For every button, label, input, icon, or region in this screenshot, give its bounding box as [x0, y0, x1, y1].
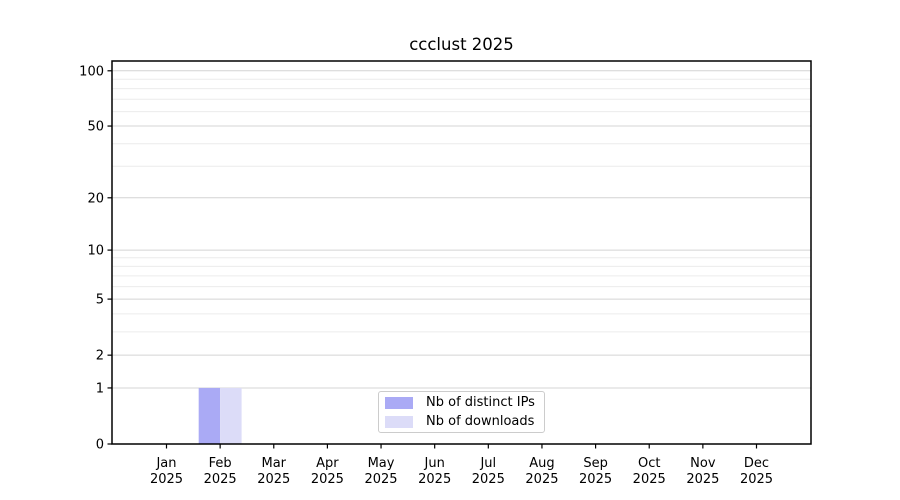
series-downloads [220, 387, 242, 444]
bar-feb-distinct-ips [198, 387, 221, 444]
x-tick-label-year: 2025 [633, 472, 666, 487]
x-tick-label-year: 2025 [204, 472, 237, 487]
x-tick-label-month: Aug [529, 456, 554, 471]
x-tick-label-year: 2025 [686, 472, 719, 487]
x-tick-label-year: 2025 [150, 472, 183, 487]
x-tick-label-month: Mar [262, 456, 287, 471]
major-gridlines [112, 70, 811, 389]
legend-swatch-distinct-ips [385, 396, 413, 409]
legend-swatch-downloads [385, 415, 413, 428]
x-tick-label-month: Jan [155, 456, 176, 471]
legend: Nb of distinct IPs Nb of downloads [378, 391, 545, 433]
y-tick-label: 50 [87, 120, 104, 135]
legend-label-downloads: Nb of downloads [426, 413, 535, 429]
x-tick-label-year: 2025 [311, 472, 344, 487]
y-tick-label: 10 [87, 244, 104, 259]
x-tick-label-month: Oct [638, 456, 660, 471]
plot-border [111, 60, 812, 445]
y-tick-label: 5 [96, 293, 104, 308]
minor-gridlines [112, 78, 811, 333]
x-tick-label-month: Nov [690, 456, 716, 471]
legend-label-distinct-ips: Nb of distinct IPs [426, 394, 535, 410]
y-tick-label: 20 [87, 191, 104, 206]
x-tick-label-year: 2025 [364, 472, 397, 487]
x-tick-label-month: Sep [583, 456, 608, 471]
x-tick-label-month: Jun [424, 456, 445, 471]
y-tick-label: 0 [96, 438, 104, 453]
y-tick-label: 2 [96, 349, 104, 364]
legend-item-distinct-ips: Nb of distinct IPs [385, 395, 538, 411]
x-tick-label-month: Dec [744, 456, 769, 471]
x-tick-label-year: 2025 [418, 472, 451, 487]
legend-item-downloads: Nb of downloads [385, 414, 538, 430]
x-tick-label-month: May [368, 456, 395, 471]
chart-title: ccclust 2025 [409, 35, 514, 54]
x-tick-label-month: Feb [209, 456, 232, 471]
bar-feb-downloads [220, 387, 242, 444]
x-tick-label-year: 2025 [740, 472, 773, 487]
x-tick-label-year: 2025 [472, 472, 505, 487]
y-axis: 0 1 2 5 10 20 50 100 [79, 64, 112, 453]
y-tick-label: 1 [96, 381, 104, 396]
x-tick-label-month: Apr [316, 456, 339, 471]
x-tick-label-year: 2025 [579, 472, 612, 487]
x-tick-label-year: 2025 [525, 472, 558, 487]
y-tick-label: 100 [79, 64, 104, 79]
x-tick-label-year: 2025 [257, 472, 290, 487]
x-tick-label-month: Jul [479, 456, 496, 471]
series-distinct-ips [198, 387, 221, 444]
x-axis: Jan2025Feb2025Mar2025Apr2025May2025Jun20… [150, 444, 773, 487]
